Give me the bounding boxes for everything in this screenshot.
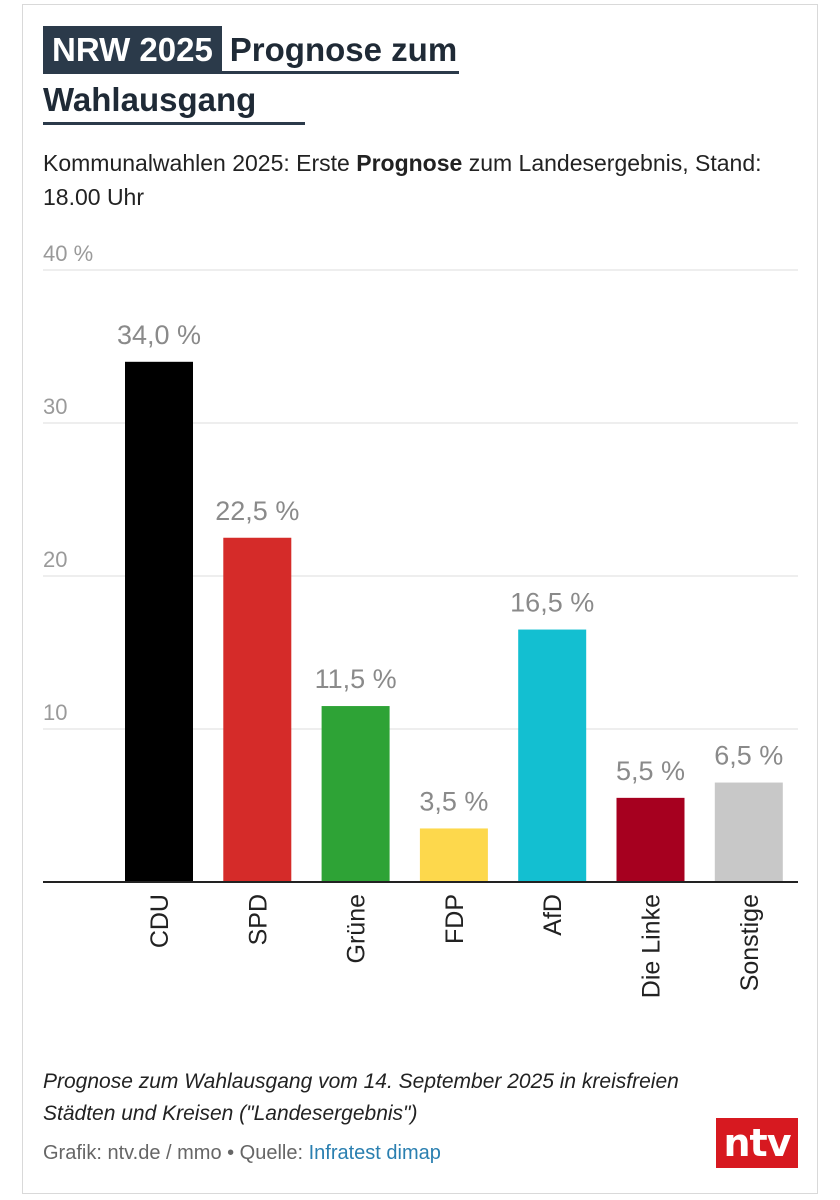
bar [223,537,292,882]
chart-title: NRW 2025 Prognose zum Wahlausgang [43,26,460,125]
x-tick-label: CDU [146,894,174,948]
chart-subtitle: Kommunalwahlen 2025: Erste Prognose zum … [43,146,763,214]
x-tick-label: FDP [441,894,469,944]
title-text-line1: Prognose zum [221,26,460,74]
credit-text: Grafik: ntv.de / mmo • Quelle: [43,1142,309,1164]
title-text-line2: Wahlausgang [43,78,305,125]
ntv-logo: ntv [716,1118,798,1168]
data-label: 22,5 % [215,496,299,526]
subtitle-pre: Kommunalwahlen 2025: Erste [43,150,357,176]
bar-chart: 10 20 30 40 % 34,0 % CDU 22,5 % SPD 11,5 % Grüne 3… [43,241,798,998]
y-tick-label: 40 % [43,241,93,266]
x-tick-label: SPD [244,894,272,945]
bar [125,361,193,882]
bar [518,629,587,882]
chart-frame [22,4,818,1194]
data-label: 5,5 % [616,756,685,786]
footnote: Prognose zum Wahlausgang vom 14. Septemb… [43,1070,679,1125]
y-tick-label: 30 [43,394,67,419]
x-tick-label: Sonstige [736,894,764,991]
subtitle-post: zum Landesergebnis, Stand: 18.00 Uhr [43,150,762,210]
credits: Grafik: ntv.de / mmo • Quelle: Infratest… [43,1142,441,1165]
bar [321,706,390,882]
x-tick-label: Die Linke [638,894,666,998]
data-label: 34,0 % [117,320,201,350]
bar [616,797,685,882]
bar [714,782,783,882]
subtitle-bold: Prognose [356,150,463,176]
source-link[interactable]: Infratest dimap [308,1142,441,1164]
data-label: 11,5 % [315,664,397,694]
y-tick-label: 20 [43,547,67,572]
title-tag: NRW 2025 [43,26,222,74]
data-label: 3,5 % [419,786,488,816]
x-tick-label: Grüne [343,894,371,963]
bar [419,828,488,882]
x-tick-label: AfD [539,894,567,936]
data-label: 16,5 % [510,588,594,618]
y-tick-label: 10 [43,700,67,725]
data-label: 6,5 % [714,741,783,771]
